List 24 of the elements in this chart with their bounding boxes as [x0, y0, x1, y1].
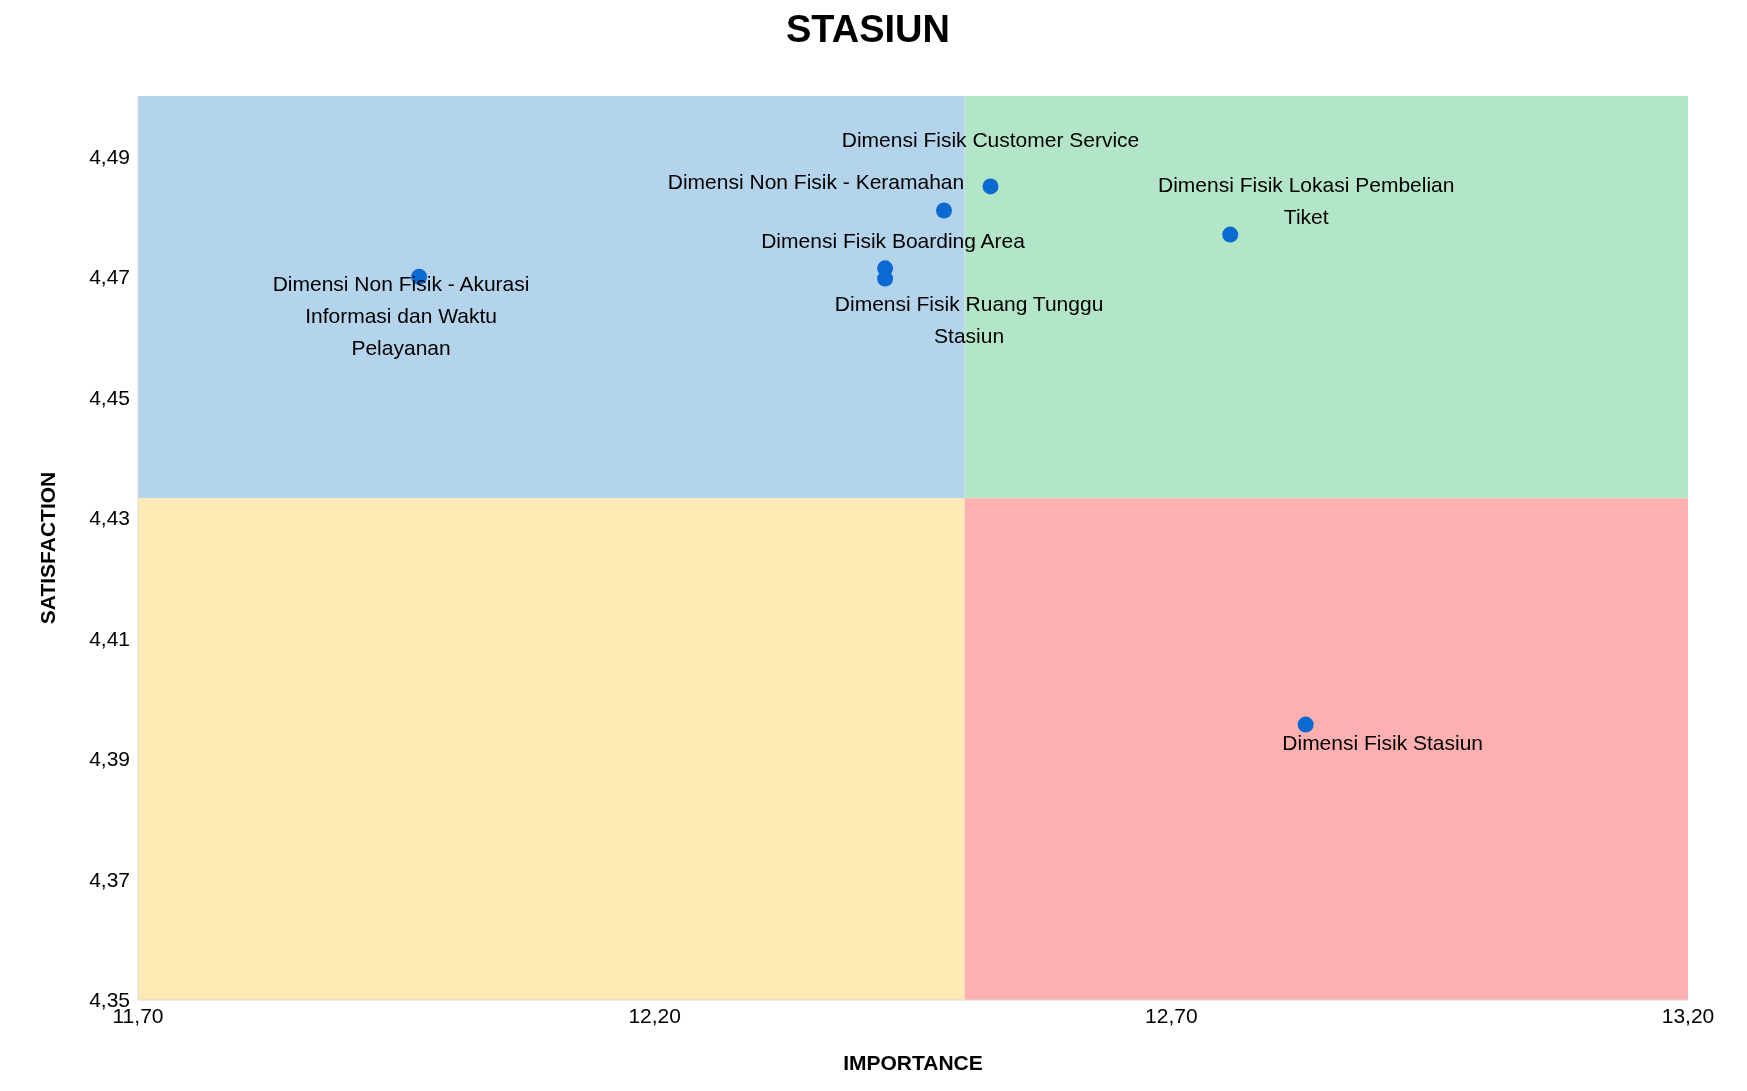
point: [982, 178, 999, 195]
x-tick-label: 12,20: [628, 1003, 681, 1027]
point: [1222, 226, 1239, 243]
series-label: Dimensi Fisik Customer Service: [841, 127, 1140, 151]
y-tick-label: 4,45: [89, 385, 130, 409]
text: Dimensi Fisik Lokasi Pembelian Tiket: [1158, 172, 1455, 228]
y-tick-label: 4,37: [89, 867, 130, 891]
y-axis-title: SATISFACTION: [36, 471, 60, 625]
chart-title: STASIUN: [785, 8, 951, 51]
y-tick-label: 4,39: [89, 747, 130, 771]
y-tick-label: 4,47: [89, 265, 130, 289]
series-label: Dimensi Non Fisik - Akurasi Informasi dan Waktu Pelayanan: [272, 271, 530, 359]
point: [936, 202, 952, 219]
series-label: Dimensi Fisik Stasiun: [1282, 730, 1484, 754]
text: Dimensi Fisik Ruang Tunggu Stasiun: [834, 291, 1104, 347]
y-tick-label: 4,43: [89, 506, 130, 530]
y-tick-label: 4,41: [89, 626, 130, 650]
y-tick-label: 4,49: [89, 144, 130, 168]
series-label: Dimensi Non Fisik - Keramahan: [667, 169, 965, 193]
series-label: Dimensi Fisik Boarding Area: [761, 228, 1026, 252]
point: [1297, 716, 1314, 733]
x-tick-label: 12,70: [1145, 1003, 1198, 1027]
x-axis-title: IMPORTANCE: [843, 1051, 983, 1074]
x-tick-label: 13,20: [1661, 1003, 1715, 1027]
